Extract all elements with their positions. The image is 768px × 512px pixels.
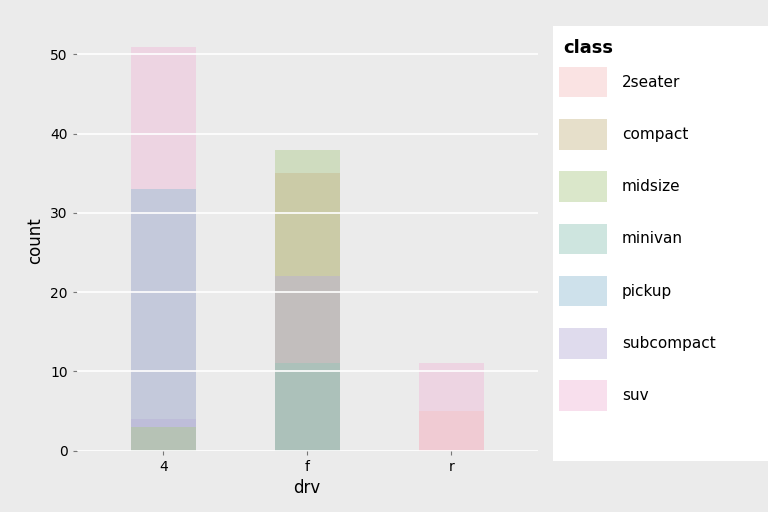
Text: minivan: minivan [622, 231, 683, 246]
Text: pickup: pickup [622, 284, 672, 298]
Y-axis label: count: count [27, 217, 45, 264]
FancyBboxPatch shape [559, 328, 607, 358]
Text: class: class [564, 39, 614, 57]
Bar [131, 189, 196, 451]
Bar [275, 276, 339, 451]
Bar [131, 427, 196, 451]
FancyBboxPatch shape [559, 172, 607, 202]
X-axis label: drv: drv [293, 479, 321, 497]
FancyBboxPatch shape [559, 380, 607, 411]
Text: 2seater: 2seater [622, 75, 680, 90]
Bar [275, 150, 339, 451]
Bar [275, 364, 339, 451]
Bar [419, 411, 484, 451]
FancyBboxPatch shape [559, 119, 607, 150]
FancyBboxPatch shape [559, 67, 607, 97]
Bar [275, 173, 339, 451]
FancyBboxPatch shape [559, 276, 607, 306]
Text: midsize: midsize [622, 179, 680, 194]
Bar [131, 47, 196, 451]
Text: suv: suv [622, 388, 648, 403]
Text: subcompact: subcompact [622, 336, 716, 351]
Text: compact: compact [622, 127, 688, 142]
FancyBboxPatch shape [559, 224, 607, 254]
Bar [131, 419, 196, 451]
Bar [419, 364, 484, 451]
